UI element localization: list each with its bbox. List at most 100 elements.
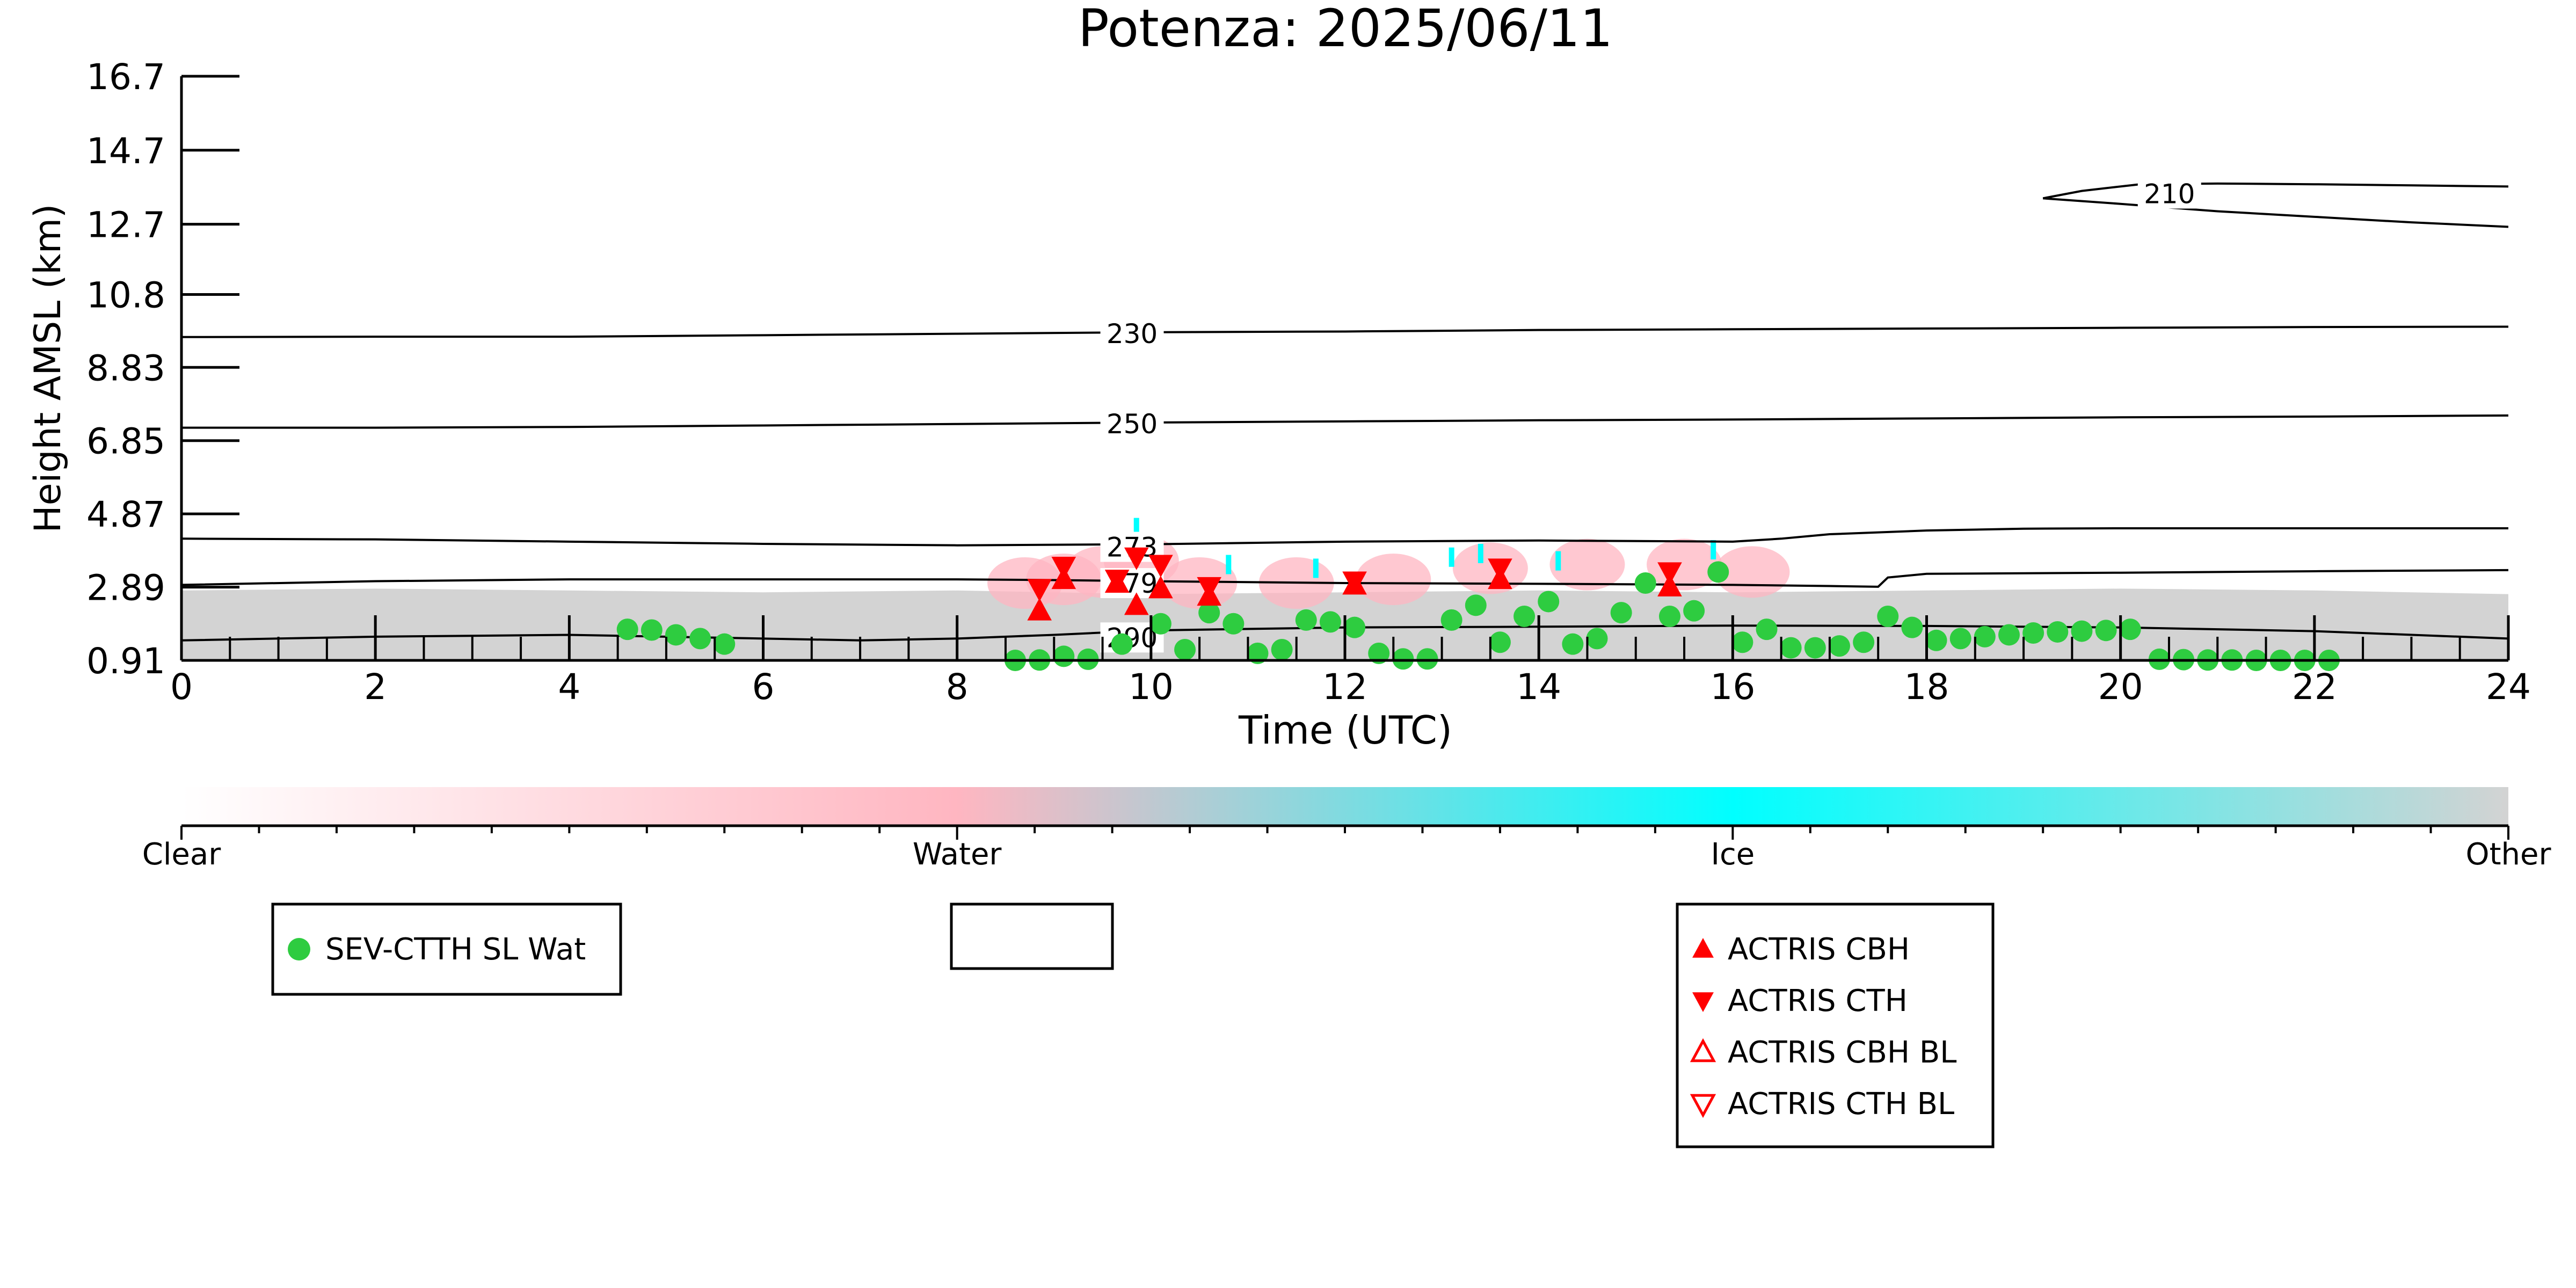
- contour-label-230: 230: [1107, 318, 1158, 350]
- sev-ctth-point: [1344, 616, 1366, 638]
- sev-ctth-point: [1416, 648, 1438, 670]
- sev-ctth-point: [641, 619, 663, 641]
- sev-ctth-point: [1853, 631, 1875, 653]
- sev-ctth-point: [1877, 606, 1899, 628]
- x-tick-label: 8: [946, 666, 969, 708]
- actris-cth-point: [1197, 577, 1221, 600]
- legend-marker-actris-cbh-bl: [1690, 1038, 1716, 1063]
- actris-cth-point: [1104, 570, 1130, 593]
- actris-cbh-point: [1148, 576, 1173, 599]
- sev-ctth-point: [1683, 600, 1705, 622]
- x-tick-label: 10: [1129, 666, 1174, 708]
- actris-cth-point: [1051, 556, 1076, 579]
- legend-marker-actris-cth: [1692, 992, 1714, 1012]
- y-tick-label: 4.87: [86, 494, 165, 535]
- ice-cloud-patch: [1555, 551, 1561, 571]
- colorbar-label-other: Other: [2465, 837, 2551, 872]
- sev-ctth-point: [1707, 561, 1729, 583]
- contour-line-210: [2042, 182, 2508, 200]
- sev-ctth-point: [1634, 572, 1656, 594]
- sev-ctth-point: [1149, 613, 1171, 635]
- legend-label-actris-cth: ACTRIS CTH: [1728, 984, 1908, 1018]
- ice-cloud-patch: [1711, 540, 1716, 559]
- sev-ctth-point: [1440, 609, 1462, 631]
- y-tick-label: 14.7: [86, 130, 165, 172]
- sev-ctth-point: [1586, 628, 1608, 650]
- sev-ctth-point: [1053, 645, 1075, 667]
- contour-line-250: [181, 414, 2508, 429]
- sev-ctth-point: [1174, 639, 1196, 661]
- actris-cth-point: [1124, 547, 1149, 570]
- sev-ctth-point: [1489, 631, 1511, 653]
- sev-ctth-point: [1271, 639, 1293, 661]
- sev-ctth-point: [714, 633, 736, 655]
- y-tick-label: 10.8: [86, 275, 165, 316]
- colorbar-gradient: [181, 787, 2508, 826]
- y-tick-label: 16.7: [86, 56, 165, 98]
- sev-ctth-point: [1198, 602, 1220, 624]
- sev-ctth-point: [1538, 591, 1560, 613]
- actris-cbh-point: [1124, 592, 1149, 615]
- y-tick-label: 12.7: [86, 205, 165, 246]
- sev-ctth-point: [1111, 633, 1133, 655]
- sev-ctth-point: [1295, 609, 1317, 631]
- contour-label-bg: [2137, 178, 2201, 209]
- contour-label-250: 250: [1107, 409, 1158, 440]
- contour-line-210: [2043, 197, 2508, 228]
- actris-cbh-point: [1027, 598, 1052, 621]
- actris-cth-point: [1657, 562, 1682, 585]
- y-tick-label: 0.91: [86, 641, 165, 682]
- actris-cbh-point: [1657, 573, 1682, 596]
- y-tick-label: 8.83: [86, 347, 165, 389]
- legend-box-empty: [950, 903, 1114, 970]
- x-tick-label: 4: [558, 666, 580, 708]
- legend-marker-sev-ctth: [288, 938, 310, 960]
- y-tick-label: 2.89: [86, 567, 165, 609]
- sev-ctth-point: [1562, 633, 1584, 655]
- legend-marker-actris-cth-bl: [1690, 1094, 1716, 1118]
- sev-ctth-point: [1513, 606, 1536, 628]
- x-tick-label: 2: [364, 666, 387, 708]
- chart-title: Potenza: 2025/06/11: [1078, 0, 1613, 59]
- actris-cth-point: [1488, 558, 1512, 581]
- water-cloud-patch: [1549, 539, 1625, 591]
- colorbar-label-clear: Clear: [142, 837, 221, 872]
- sev-ctth-point: [1756, 618, 1778, 641]
- x-tick-label: 20: [2098, 666, 2143, 708]
- colorbar: Clear Water Ice Other: [142, 787, 2551, 872]
- legend-marker-actris-cbh: [1692, 938, 1714, 958]
- sev-ctth-point: [1828, 635, 1850, 657]
- sev-ctth-point: [1998, 624, 2020, 646]
- ice-cloud-patch: [1226, 555, 1232, 574]
- x-tick-label: 12: [1322, 666, 1367, 708]
- sev-ctth-point: [1465, 594, 1487, 616]
- contour-label-bg: [1100, 409, 1164, 439]
- colorbar-label-ice: Ice: [1711, 837, 1755, 872]
- sev-ctth-point: [1731, 631, 1753, 653]
- contour-line-230: [181, 325, 2508, 338]
- actris-cth-point: [1027, 579, 1052, 602]
- legend-label-actris-cbh: ACTRIS CBH: [1728, 932, 1910, 967]
- sev-ctth-point: [2022, 622, 2044, 644]
- ice-cloud-patch: [1478, 543, 1483, 563]
- sev-ctth-point: [1804, 637, 1826, 659]
- sev-ctth-point: [1658, 606, 1680, 628]
- y-tick-label: 6.85: [86, 421, 165, 462]
- sev-ctth-point: [1392, 648, 1414, 670]
- sev-ctth-point: [1319, 611, 1341, 633]
- x-axis-label: Time (UTC): [1238, 708, 1452, 753]
- sev-ctth-point: [665, 624, 687, 646]
- sev-ctth-point: [1925, 629, 1947, 651]
- water-cloud-patch: [1452, 542, 1528, 594]
- water-cloud-patch: [1647, 539, 1722, 591]
- sev-ctth-point: [1974, 625, 1996, 647]
- colorbar-label-water: Water: [913, 837, 1002, 872]
- contour-line-279: [181, 569, 2508, 588]
- sev-ctth-point: [1368, 642, 1390, 664]
- contour-label-210: 210: [2144, 178, 2195, 209]
- actris-cth-point: [1342, 571, 1367, 594]
- legend-box-actris: [1676, 903, 1995, 1148]
- sev-ctth-point: [2047, 621, 2069, 643]
